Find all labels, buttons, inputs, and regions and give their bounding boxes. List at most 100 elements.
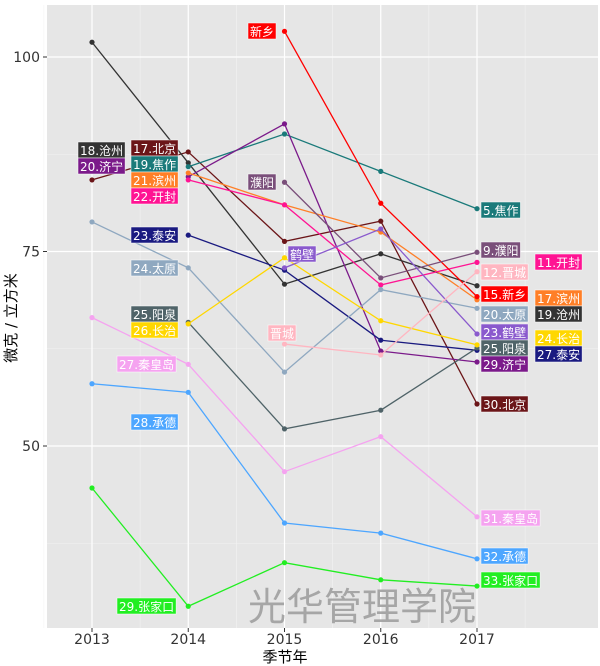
series-label: 27.秦皇岛 <box>116 355 177 373</box>
data-point <box>474 331 480 337</box>
series-label: 17.滨州 <box>534 289 583 307</box>
data-point <box>378 218 384 224</box>
label-box <box>480 509 541 527</box>
series-line <box>188 179 478 286</box>
label-box <box>77 157 126 175</box>
label-text: 19.沧州 <box>537 307 580 322</box>
label-text: 19.焦作 <box>133 158 176 172</box>
data-point <box>474 259 480 265</box>
data-point <box>89 219 95 225</box>
label-box <box>534 253 583 271</box>
data-point <box>281 281 288 287</box>
label-text: 25.阳泉 <box>483 342 526 356</box>
data-point <box>474 556 480 562</box>
label-box <box>480 355 529 373</box>
series-label: 29.济宁 <box>480 355 529 373</box>
label-text: 新乡 <box>250 24 274 39</box>
label-text: 23.泰安 <box>133 228 176 243</box>
series-晋城 <box>281 269 480 358</box>
data-point <box>378 348 384 354</box>
label-text: 15.新乡 <box>483 287 526 302</box>
data-point <box>378 168 384 174</box>
series-label: 21.滨州 <box>130 171 179 189</box>
series-label: 33.张家口 <box>480 571 541 589</box>
label-box <box>534 345 583 363</box>
series-label: 32.承德 <box>480 547 529 565</box>
x-tick-label: 2015 <box>267 632 303 648</box>
label-text: 5.焦作 <box>483 204 518 218</box>
series-line <box>187 321 478 430</box>
series-label: 28.承德 <box>130 413 179 431</box>
data-point <box>378 337 384 343</box>
data-point <box>281 121 288 127</box>
label-text: 17.北京 <box>133 142 176 156</box>
series-太原 <box>89 219 480 375</box>
data-point <box>185 160 191 166</box>
label-text: 26.长治 <box>133 324 176 338</box>
label-text: 21.滨州 <box>133 173 176 188</box>
data-point <box>474 294 480 300</box>
data-point <box>281 28 288 34</box>
data-point <box>378 251 384 257</box>
data-point <box>89 315 95 321</box>
series-label: 17.北京 <box>130 139 179 157</box>
label-text: 25.阳泉 <box>133 308 176 322</box>
data-point <box>378 287 384 293</box>
label-box <box>130 321 179 339</box>
label-text: 27.秦皇岛 <box>119 357 174 372</box>
series-label: 31.秦皇岛 <box>480 509 541 527</box>
series-秦皇岛 <box>89 315 480 520</box>
series-label: 18.沧州 <box>77 141 126 159</box>
label-text: 28.承德 <box>133 415 176 430</box>
series-label: 25.阳泉 <box>130 305 179 323</box>
data-point <box>281 238 288 244</box>
series-line <box>187 122 478 363</box>
data-point <box>378 282 384 288</box>
y-tick-label: 100 <box>13 50 40 66</box>
y-tick-label: 75 <box>22 245 40 261</box>
y-axis-title: 微克 / 立方米 <box>2 273 20 363</box>
label-box <box>130 187 179 205</box>
label-text: 11.开封 <box>537 256 580 270</box>
y-tick-label: 50 <box>22 439 40 455</box>
data-point <box>474 342 480 348</box>
data-point <box>185 232 191 238</box>
data-point <box>185 389 191 395</box>
label-text: 晋城 <box>270 327 294 341</box>
data-point <box>185 603 191 609</box>
label-text: 29.济宁 <box>483 357 526 372</box>
series-label: 9.濮阳 <box>480 241 521 259</box>
data-point <box>185 177 191 183</box>
data-point <box>89 39 95 45</box>
series-label: 20.太原 <box>480 305 529 323</box>
series-长治 <box>185 255 480 348</box>
data-point <box>281 131 288 137</box>
data-point <box>378 577 384 583</box>
data-point <box>474 583 480 589</box>
series-张家口 <box>89 485 480 609</box>
label-text: 18.沧州 <box>80 143 123 158</box>
label-text: 20.太原 <box>483 307 526 322</box>
series-开封 <box>185 177 480 288</box>
series-新乡 <box>281 28 480 300</box>
data-point <box>474 283 480 289</box>
label-text: 32.承德 <box>483 549 526 564</box>
data-point <box>281 560 288 566</box>
data-point <box>378 434 384 440</box>
series-label: 鹤壁 <box>287 245 317 263</box>
data-point <box>474 305 480 311</box>
series-济宁 <box>185 121 480 365</box>
series-line <box>188 234 478 351</box>
data-point <box>378 318 384 324</box>
series-line <box>188 172 478 301</box>
label-text: 23.鹤壁 <box>483 325 526 340</box>
data-point <box>378 275 384 281</box>
label-box <box>116 597 177 615</box>
series-label: 11.开封 <box>534 253 583 271</box>
label-text: 鹤壁 <box>290 247 314 262</box>
label-box <box>480 201 521 219</box>
label-text: 22.开封 <box>133 190 176 204</box>
label-text: 27.泰安 <box>537 347 580 362</box>
data-point <box>281 369 288 375</box>
